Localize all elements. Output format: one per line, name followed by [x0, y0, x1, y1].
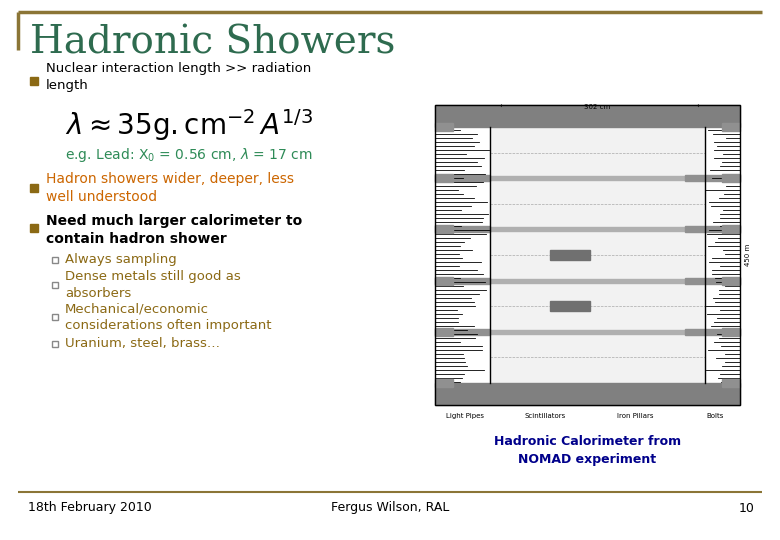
Bar — [435, 328, 453, 336]
Bar — [685, 226, 740, 232]
Bar — [52, 341, 58, 347]
Bar — [30, 184, 38, 192]
Bar — [490, 330, 705, 334]
Bar — [490, 127, 705, 178]
Text: Mechanical/economic
considerations often important: Mechanical/economic considerations often… — [65, 302, 271, 332]
Bar — [435, 105, 740, 405]
Bar — [550, 250, 590, 260]
Text: Dense metals still good as
absorbers: Dense metals still good as absorbers — [65, 270, 241, 300]
Text: Light Pipes: Light Pipes — [446, 413, 484, 419]
Bar — [722, 123, 740, 131]
Text: ←: ← — [500, 104, 506, 110]
Bar — [722, 379, 740, 387]
Bar — [490, 227, 705, 232]
Text: Need much larger calorimeter to
contain hadron shower: Need much larger calorimeter to contain … — [46, 214, 303, 246]
Text: 10: 10 — [739, 502, 755, 515]
Text: Iron Pillars: Iron Pillars — [617, 413, 654, 419]
Bar — [490, 281, 705, 332]
Bar — [490, 230, 705, 281]
Bar — [435, 379, 453, 387]
Bar — [435, 174, 453, 182]
Text: Hadron showers wider, deeper, less
well understood: Hadron showers wider, deeper, less well … — [46, 172, 294, 204]
Text: Bolts: Bolts — [707, 413, 724, 419]
Bar — [490, 176, 705, 180]
Text: Fergus Wilson, RAL: Fergus Wilson, RAL — [331, 502, 449, 515]
Bar — [685, 278, 740, 284]
Bar — [550, 301, 590, 311]
Bar — [722, 174, 740, 182]
Text: Hadronic Showers: Hadronic Showers — [30, 24, 395, 61]
Bar — [435, 383, 740, 405]
Bar — [30, 224, 38, 232]
Bar — [490, 332, 705, 383]
Bar — [52, 314, 58, 320]
Text: 18th February 2010: 18th February 2010 — [28, 502, 152, 515]
Bar — [722, 225, 740, 233]
Bar — [435, 105, 740, 127]
Text: Hadronic Calorimeter from
NOMAD experiment: Hadronic Calorimeter from NOMAD experime… — [494, 435, 681, 466]
Text: 302 cm: 302 cm — [584, 104, 611, 110]
Text: Uranium, steel, brass…: Uranium, steel, brass… — [65, 338, 220, 350]
Bar — [435, 276, 453, 285]
Bar — [435, 175, 490, 181]
Text: Nuclear interaction length >> radiation
length: Nuclear interaction length >> radiation … — [46, 62, 311, 92]
Bar — [490, 279, 705, 282]
Text: Always sampling: Always sampling — [65, 253, 177, 267]
Bar — [435, 226, 490, 232]
Bar — [52, 257, 58, 263]
Bar — [722, 276, 740, 285]
Bar — [722, 328, 740, 336]
Bar — [435, 123, 453, 131]
Bar — [435, 278, 490, 284]
Bar — [490, 178, 705, 230]
Bar — [30, 77, 38, 85]
Text: $\lambda \approx 35\mathrm{g.cm}^{-2}\,A^{1/3}$: $\lambda \approx 35\mathrm{g.cm}^{-2}\,A… — [65, 107, 313, 143]
Text: e.g. Lead: $\mathrm{X_0}$ = 0.56 cm, $\lambda$ = 17 cm: e.g. Lead: $\mathrm{X_0}$ = 0.56 cm, $\l… — [65, 146, 313, 164]
Bar — [685, 175, 740, 181]
Bar — [435, 225, 453, 233]
Text: →: → — [694, 104, 700, 110]
Text: 450 m: 450 m — [745, 244, 751, 266]
Bar — [52, 282, 58, 288]
Text: Scintillators: Scintillators — [524, 413, 566, 419]
Bar — [435, 329, 490, 335]
Bar — [685, 329, 740, 335]
